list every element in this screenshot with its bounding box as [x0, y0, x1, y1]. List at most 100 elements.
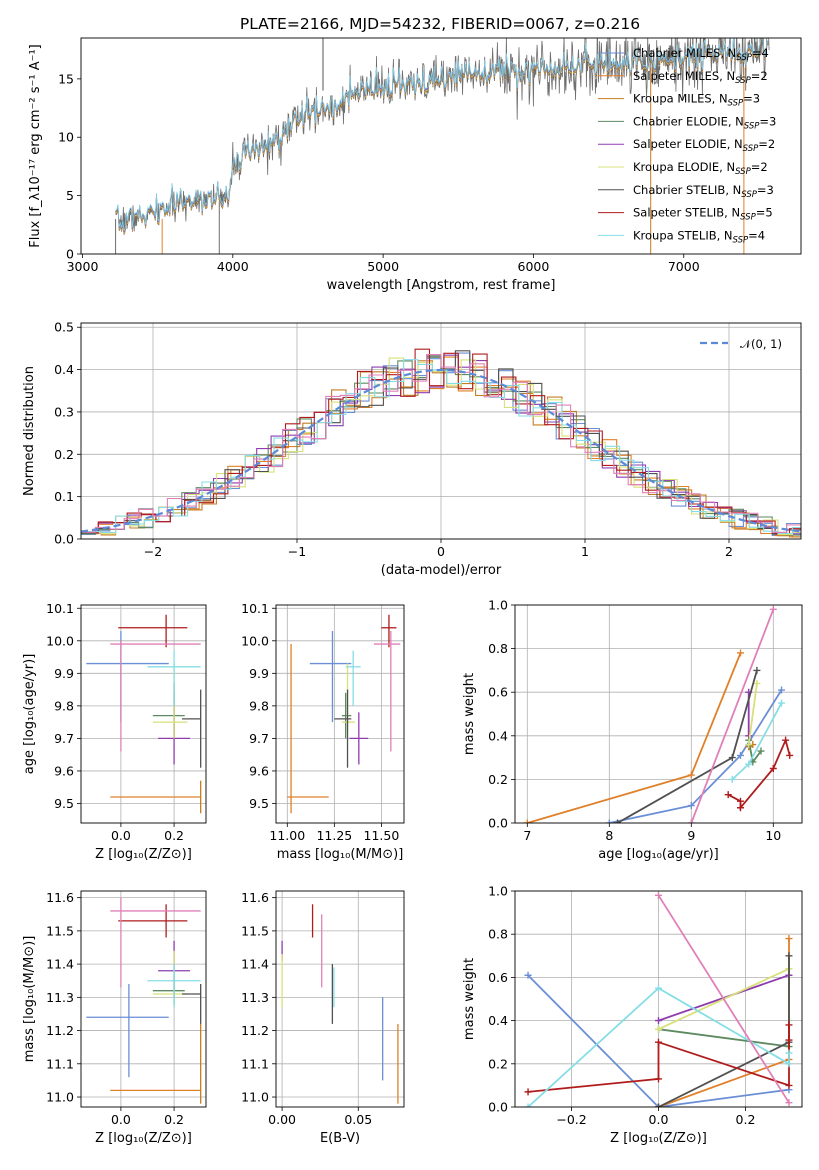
y-axis-label: age [log₁₀(age/yr)]	[22, 654, 37, 775]
mass-weight-marker	[785, 952, 793, 960]
x-axis-label: age [log₁₀(age/yr)]	[598, 847, 719, 862]
legend-entry: Salpeter STELIB, NSSP=5	[633, 206, 773, 223]
x-tick-label: −1	[288, 544, 306, 559]
mass-weight-marker	[737, 751, 744, 759]
y-tick-label: 11.4	[46, 957, 74, 972]
y-tick-label: 10	[58, 130, 74, 145]
mass-weight-marker	[728, 775, 736, 783]
y-tick-label: 0.2	[488, 772, 508, 787]
legend-entry: Kroupa ELODIE, NSSP=2	[633, 160, 768, 177]
x-axis-label: E(B-V)	[320, 1131, 360, 1146]
plot-area	[524, 891, 793, 1107]
mass-weight-marker	[785, 1099, 793, 1107]
axes-frame	[80, 604, 207, 824]
mass-weight-marker	[655, 891, 662, 899]
y-tick-label: 9.5	[54, 796, 74, 811]
plot-area	[281, 904, 399, 1104]
y-axis-label: Normed distribution	[22, 366, 37, 496]
mass-weight-marker	[753, 666, 761, 674]
y-tick-label: 0.5	[54, 320, 74, 335]
mass-weight-marker	[728, 754, 736, 762]
mass-weight-marker	[785, 1036, 793, 1044]
mass-weight-marker	[655, 1017, 662, 1025]
mass-weight-marker	[524, 1103, 532, 1107]
x-tick-label: 0	[437, 544, 445, 559]
x-tick-label: 9	[687, 828, 695, 843]
y-axis-label: mass [log₁₀(M/M⊙)]	[22, 936, 37, 1063]
mass-weight-marker	[785, 1081, 793, 1089]
mass-weight-marker	[524, 1088, 532, 1096]
mass-weight-vs-metallicity-panel: −0.2 0.0 0.2 0.0 0.2 0.4 0.6 0.8 1.0 Z [log₁₀(Z/Z…	[462, 884, 803, 1146]
y-tick-label: 9.8	[249, 698, 269, 713]
x-tick-label: 7	[523, 828, 531, 843]
mass-weight-marker	[785, 935, 793, 943]
x-axis-label: Z [log₁₀(Z/Z⊙)]	[95, 1131, 192, 1146]
plot-area	[86, 614, 202, 814]
y-tick-label: 11.3	[46, 990, 74, 1005]
mass-weight-marker	[687, 819, 695, 823]
x-axis-label: (data-model)/error	[381, 563, 502, 578]
x-tick-label: 5000	[367, 259, 399, 274]
y-tick-label: 11.3	[241, 990, 269, 1005]
mass-weight-marker	[786, 751, 794, 759]
x-tick-label: 7000	[668, 259, 700, 274]
age-vs-metallicity-panel: 0.0 0.2 9.5 9.6 9.7 9.8 9.9 10.0 10.1 Z [log₁₀(Z/…	[22, 601, 207, 862]
y-tick-label: 11.5	[46, 923, 74, 938]
legend-entry: 𝒩(0, 1)	[740, 337, 782, 351]
y-tick-label: 0	[66, 247, 74, 262]
y-tick-label: 11.1	[46, 1056, 74, 1071]
y-tick-label: 9.6	[54, 763, 74, 778]
mass-weight-marker	[655, 984, 662, 992]
y-tick-label: 10.0	[46, 633, 74, 648]
spectrum-panel: 3000 4000 5000 6000 7000 0 5 10 15 wavelength [An…	[28, 37, 802, 293]
plot-area	[81, 348, 801, 538]
x-tick-label: 1	[581, 544, 589, 559]
mass-vs-metallicity-panel: 0.0 0.2 11.0 11.1 11.2 11.3 11.4 11.5 11.6 Z [log…	[22, 890, 207, 1146]
mass-weight-marker	[778, 686, 785, 694]
y-tick-label: 9.9	[54, 666, 74, 681]
histogram-step-line	[86, 360, 801, 538]
y-tick-label: 0.0	[488, 816, 508, 831]
gaussian-reference-line	[81, 368, 801, 533]
mass-weight-marker	[785, 1060, 793, 1068]
mass-weight-marker	[757, 747, 765, 755]
y-tick-label: 0.0	[488, 1100, 508, 1115]
y-tick-label: 10.1	[46, 601, 74, 616]
mass-weight-marker	[769, 605, 777, 613]
y-tick-label: 9.5	[249, 796, 269, 811]
x-tick-label: 3000	[67, 259, 99, 274]
mass-weight-marker	[523, 819, 531, 823]
mass-weight-marker	[605, 819, 613, 823]
mass-weight-marker	[737, 804, 744, 812]
mass-weight-marker	[753, 679, 761, 687]
mass-weight-marker	[737, 649, 744, 657]
axes-frame	[514, 604, 803, 824]
x-tick-label: 4000	[217, 259, 249, 274]
mass-weight-line	[658, 938, 790, 1107]
y-tick-label: 0.4	[488, 728, 508, 743]
mass-weight-marker	[687, 802, 695, 810]
y-tick-label: 11.6	[46, 890, 74, 905]
plot-area	[115, 38, 770, 254]
mass-weight-marker	[769, 765, 777, 772]
mass-weight-marker	[745, 741, 753, 749]
legend-entry: Kroupa MILES, NSSP=3	[633, 92, 760, 109]
mass-weight-marker	[778, 699, 785, 707]
axes-frame	[80, 890, 207, 1108]
mass-weight-marker	[785, 1049, 793, 1057]
mass-weight-marker	[524, 971, 532, 979]
mass-weight-marker	[724, 791, 732, 799]
y-tick-label: 9.6	[249, 763, 269, 778]
y-tick-label: 0.8	[488, 641, 508, 656]
y-tick-label: 11.4	[241, 957, 269, 972]
plot-area	[523, 605, 794, 823]
x-tick-label: 6000	[518, 259, 550, 274]
x-tick-label: 10	[765, 828, 781, 843]
y-tick-label: 0.1	[54, 489, 74, 504]
x-axis-label: Z [log₁₀(Z/Z⊙)]	[610, 1131, 707, 1146]
mass-weight-marker	[655, 1075, 662, 1083]
mass-weight-line	[527, 974, 790, 1107]
y-tick-label: 11.1	[241, 1056, 269, 1071]
mass-weight-line	[690, 609, 775, 823]
